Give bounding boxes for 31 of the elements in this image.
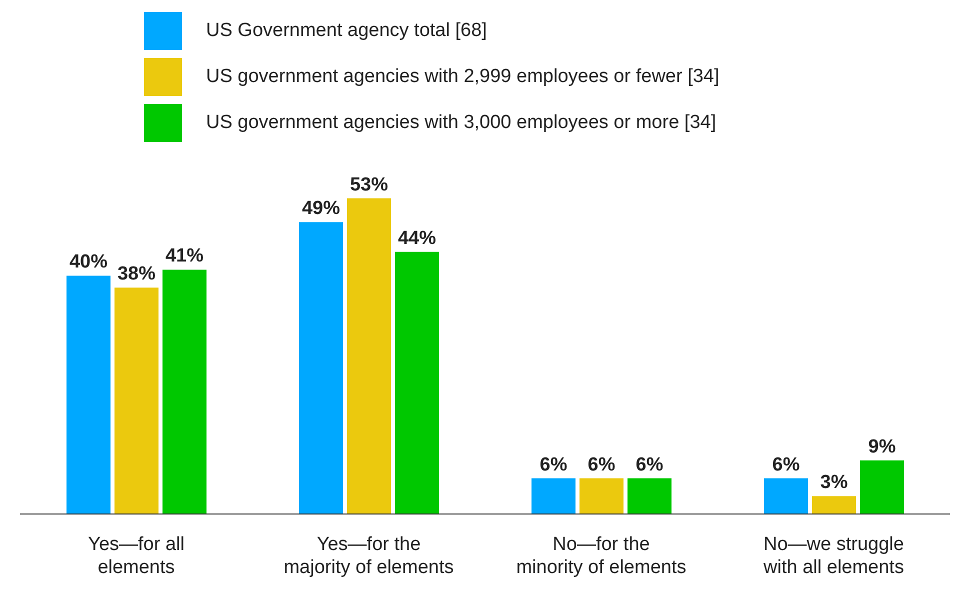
bar xyxy=(66,276,110,514)
legend-label: US government agencies with 2,999 employees or fewer [34] xyxy=(206,66,720,88)
data-label: 44% xyxy=(398,228,436,249)
bar xyxy=(299,222,343,514)
bar xyxy=(628,478,672,514)
legend-label: US Government agency total [68] xyxy=(206,20,487,42)
bar xyxy=(812,496,856,514)
data-label: 40% xyxy=(69,252,108,273)
legend-label: US government agencies with 3,000 employees or more [34] xyxy=(206,112,716,134)
bar xyxy=(764,478,808,514)
bar xyxy=(114,288,158,514)
data-label: 49% xyxy=(302,198,340,220)
bar xyxy=(580,478,624,514)
data-label: 53% xyxy=(350,174,388,196)
x-tick-label: No—for the minority of elements xyxy=(516,534,686,578)
bar xyxy=(860,460,904,514)
x-tick-label: Yes—for the majority of elements xyxy=(284,534,454,578)
data-label: 41% xyxy=(165,246,204,267)
x-tick-label: No—we struggle with all elements xyxy=(762,534,904,578)
bar xyxy=(347,198,391,514)
bar xyxy=(395,252,439,514)
data-label: 38% xyxy=(117,264,156,285)
data-label: 6% xyxy=(636,454,664,476)
x-tick-label: Yes—for all elements xyxy=(88,534,184,578)
bar xyxy=(162,270,206,514)
data-label: 6% xyxy=(540,454,568,476)
bar xyxy=(532,478,576,514)
data-label: 6% xyxy=(588,454,616,476)
data-label: 9% xyxy=(868,436,896,458)
data-label: 6% xyxy=(772,454,800,476)
data-label: 3% xyxy=(820,472,848,494)
